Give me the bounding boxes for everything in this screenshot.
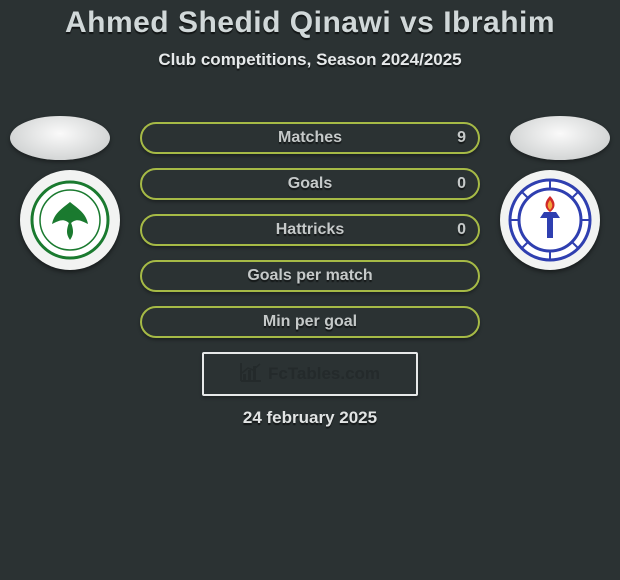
stat-label: Matches (278, 129, 342, 147)
stat-row: Goals 0 (140, 168, 480, 200)
footer-date: 24 february 2025 (0, 408, 620, 428)
stat-label: Goals per match (247, 267, 372, 285)
left-club-badge (20, 170, 120, 270)
stat-label: Min per goal (263, 313, 357, 331)
stat-right-value: 0 (457, 221, 466, 239)
brand-box: FcTables.com (202, 352, 418, 396)
page-title: Ahmed Shedid Qinawi vs Ibrahim (0, 0, 620, 40)
smouha-crest-icon (508, 178, 592, 262)
stat-row: Min per goal (140, 306, 480, 338)
subtitle: Club competitions, Season 2024/2025 (0, 50, 620, 70)
right-club-badge (500, 170, 600, 270)
stat-row: Hattricks 0 (140, 214, 480, 246)
stat-label: Goals (288, 175, 332, 193)
stat-right-value: 9 (457, 129, 466, 147)
chart-logo-icon (240, 362, 262, 387)
stat-row: Matches 9 (140, 122, 480, 154)
stat-row: Goals per match (140, 260, 480, 292)
left-player-ellipse (10, 116, 110, 160)
stats-panel: Matches 9 Goals 0 Hattricks 0 Goals per match M… (140, 122, 480, 352)
right-player-ellipse (510, 116, 610, 160)
stat-right-value: 0 (457, 175, 466, 193)
brand-text: FcTables.com (268, 364, 380, 384)
stat-label: Hattricks (276, 221, 344, 239)
al-masry-crest-icon (30, 180, 110, 260)
